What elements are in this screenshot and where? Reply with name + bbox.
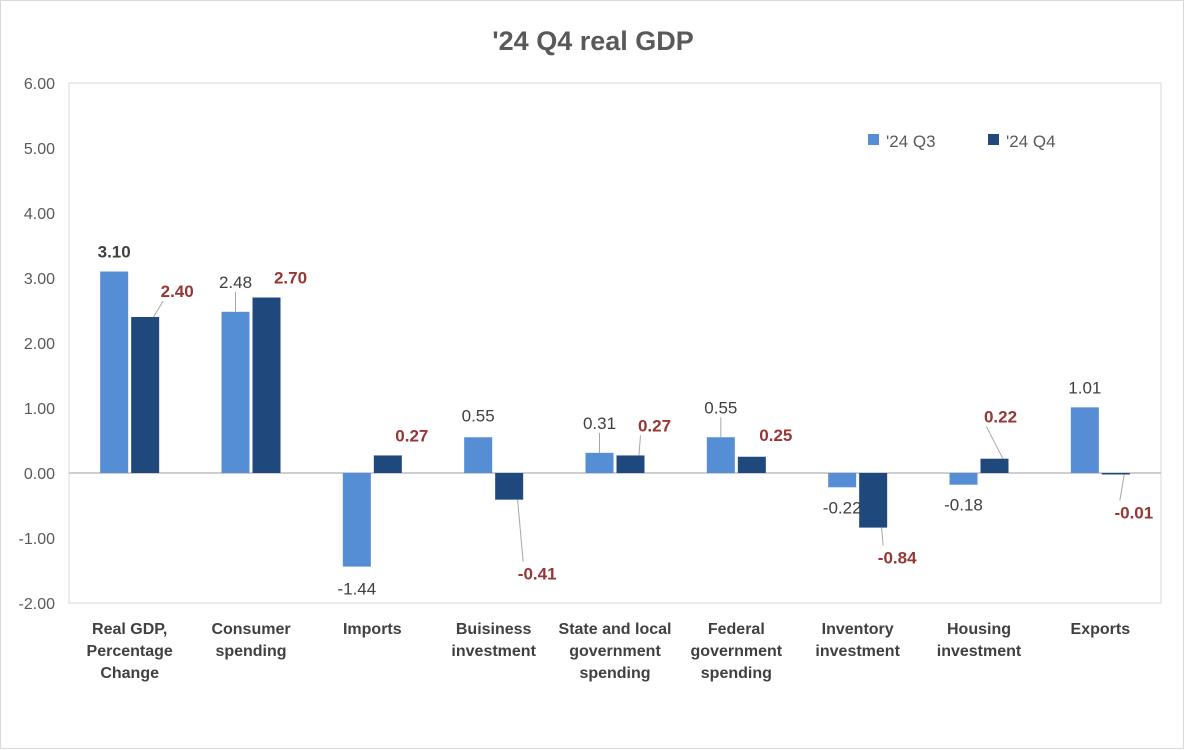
legend-label-q3: '24 Q3 [886, 132, 936, 151]
label-leader-line [986, 426, 1004, 459]
bar-q4 [616, 455, 645, 473]
y-tick-label: 0.00 [24, 466, 55, 483]
label-leader-line [881, 527, 884, 546]
legend-swatch-q4 [988, 134, 999, 145]
bar-q3 [706, 437, 735, 473]
y-tick-label: 4.00 [24, 206, 55, 223]
data-label-q4: 2.40 [161, 282, 194, 301]
x-category-label: Consumer spending [211, 621, 290, 660]
bar-q3 [221, 311, 250, 473]
bar-q4 [131, 317, 160, 473]
y-tick-label: -1.00 [19, 531, 56, 548]
bar-q4 [252, 297, 281, 473]
bar-q4 [373, 455, 402, 473]
y-tick-label: 3.00 [24, 271, 55, 288]
data-label-q3: -0.18 [944, 496, 983, 515]
data-label-q4: 0.27 [638, 416, 671, 435]
bar-q3 [100, 271, 129, 473]
data-label-q3: 2.48 [219, 273, 252, 292]
data-label-q4: 0.27 [395, 426, 428, 445]
bar-q3 [464, 437, 493, 473]
data-label-q3: 3.10 [98, 243, 131, 262]
legend-swatch-q3 [868, 134, 879, 145]
bar-q4 [737, 456, 766, 473]
data-label-q4: 0.22 [984, 408, 1017, 427]
x-category-label: Exports [1071, 621, 1131, 638]
x-category-label: Inventory investment [815, 621, 900, 660]
plot-area [68, 82, 1162, 604]
bar-q3 [585, 452, 614, 473]
data-label-q4: -0.01 [1114, 504, 1153, 523]
y-tick-label: 5.00 [24, 141, 55, 158]
legend: '24 Q3 '24 Q4 [868, 132, 1056, 151]
bar-q3 [342, 473, 371, 567]
data-labels: 3.10 2.40 2.48 2.70 -1.44 0.27 0.55 -0.41 0.31 0.… [98, 243, 1154, 599]
data-label-q3: 0.55 [704, 398, 737, 417]
data-label-q3: 0.55 [462, 406, 495, 425]
x-category-label: Housing investment [937, 621, 1022, 660]
x-category-label: Imports [343, 621, 402, 638]
x-axis-categories: Real GDP, Percentage Change Consumer spendin… [87, 621, 1131, 682]
bars [100, 271, 1130, 567]
label-leader-line [1119, 474, 1125, 501]
data-label-q3: -1.44 [337, 580, 376, 599]
x-category-label: Buisiness investment [451, 621, 536, 660]
y-tick-label: -2.00 [19, 596, 56, 613]
leader-lines [153, 291, 1125, 562]
legend-label-q4: '24 Q4 [1006, 132, 1056, 151]
bar-q4 [1101, 473, 1130, 475]
label-leader-line [517, 499, 524, 562]
data-label-q3: -0.22 [823, 498, 862, 517]
x-category-label: Federal government spending [691, 621, 783, 682]
x-category-label: State and local government spending [559, 621, 672, 682]
data-label-q3: 1.01 [1068, 378, 1101, 397]
bar-q4 [495, 473, 524, 500]
bar-q3 [828, 473, 857, 488]
y-tick-label: 2.00 [24, 336, 55, 353]
data-label-q4: -0.84 [878, 549, 917, 568]
data-label-q3: 0.31 [583, 414, 616, 433]
label-leader-line [638, 435, 641, 456]
data-label-q4: 2.70 [274, 269, 307, 288]
y-tick-label: 6.00 [24, 76, 55, 93]
bar-q3 [1070, 407, 1099, 473]
chart-title: '24 Q4 real GDP [492, 26, 694, 56]
data-label-q4: -0.41 [518, 565, 557, 584]
bar-q3 [949, 473, 978, 485]
label-leader-line [153, 300, 164, 318]
bar-q4 [980, 458, 1009, 473]
y-axis: 6.00 5.00 4.00 3.00 2.00 1.00 0.00 -1.00 -2.00 [19, 76, 56, 613]
bar-q4 [859, 473, 888, 528]
x-category-label: Real GDP, Percentage Change [87, 621, 173, 682]
y-tick-label: 1.00 [24, 401, 55, 418]
data-label-q4: 0.25 [759, 426, 792, 445]
